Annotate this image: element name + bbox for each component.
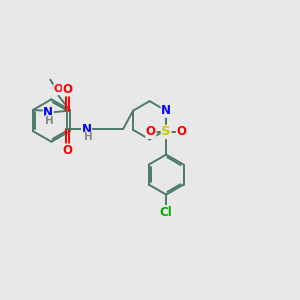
- Text: O: O: [54, 84, 63, 94]
- Text: N: N: [161, 104, 171, 117]
- Text: S: S: [161, 125, 171, 138]
- Text: N: N: [82, 123, 92, 136]
- Text: H: H: [45, 116, 54, 126]
- Text: N: N: [43, 106, 53, 119]
- Text: O: O: [146, 125, 156, 138]
- Text: O: O: [176, 125, 187, 138]
- Text: H: H: [84, 132, 92, 142]
- Text: O: O: [62, 144, 73, 157]
- Text: Cl: Cl: [160, 206, 172, 219]
- Text: O: O: [62, 83, 73, 96]
